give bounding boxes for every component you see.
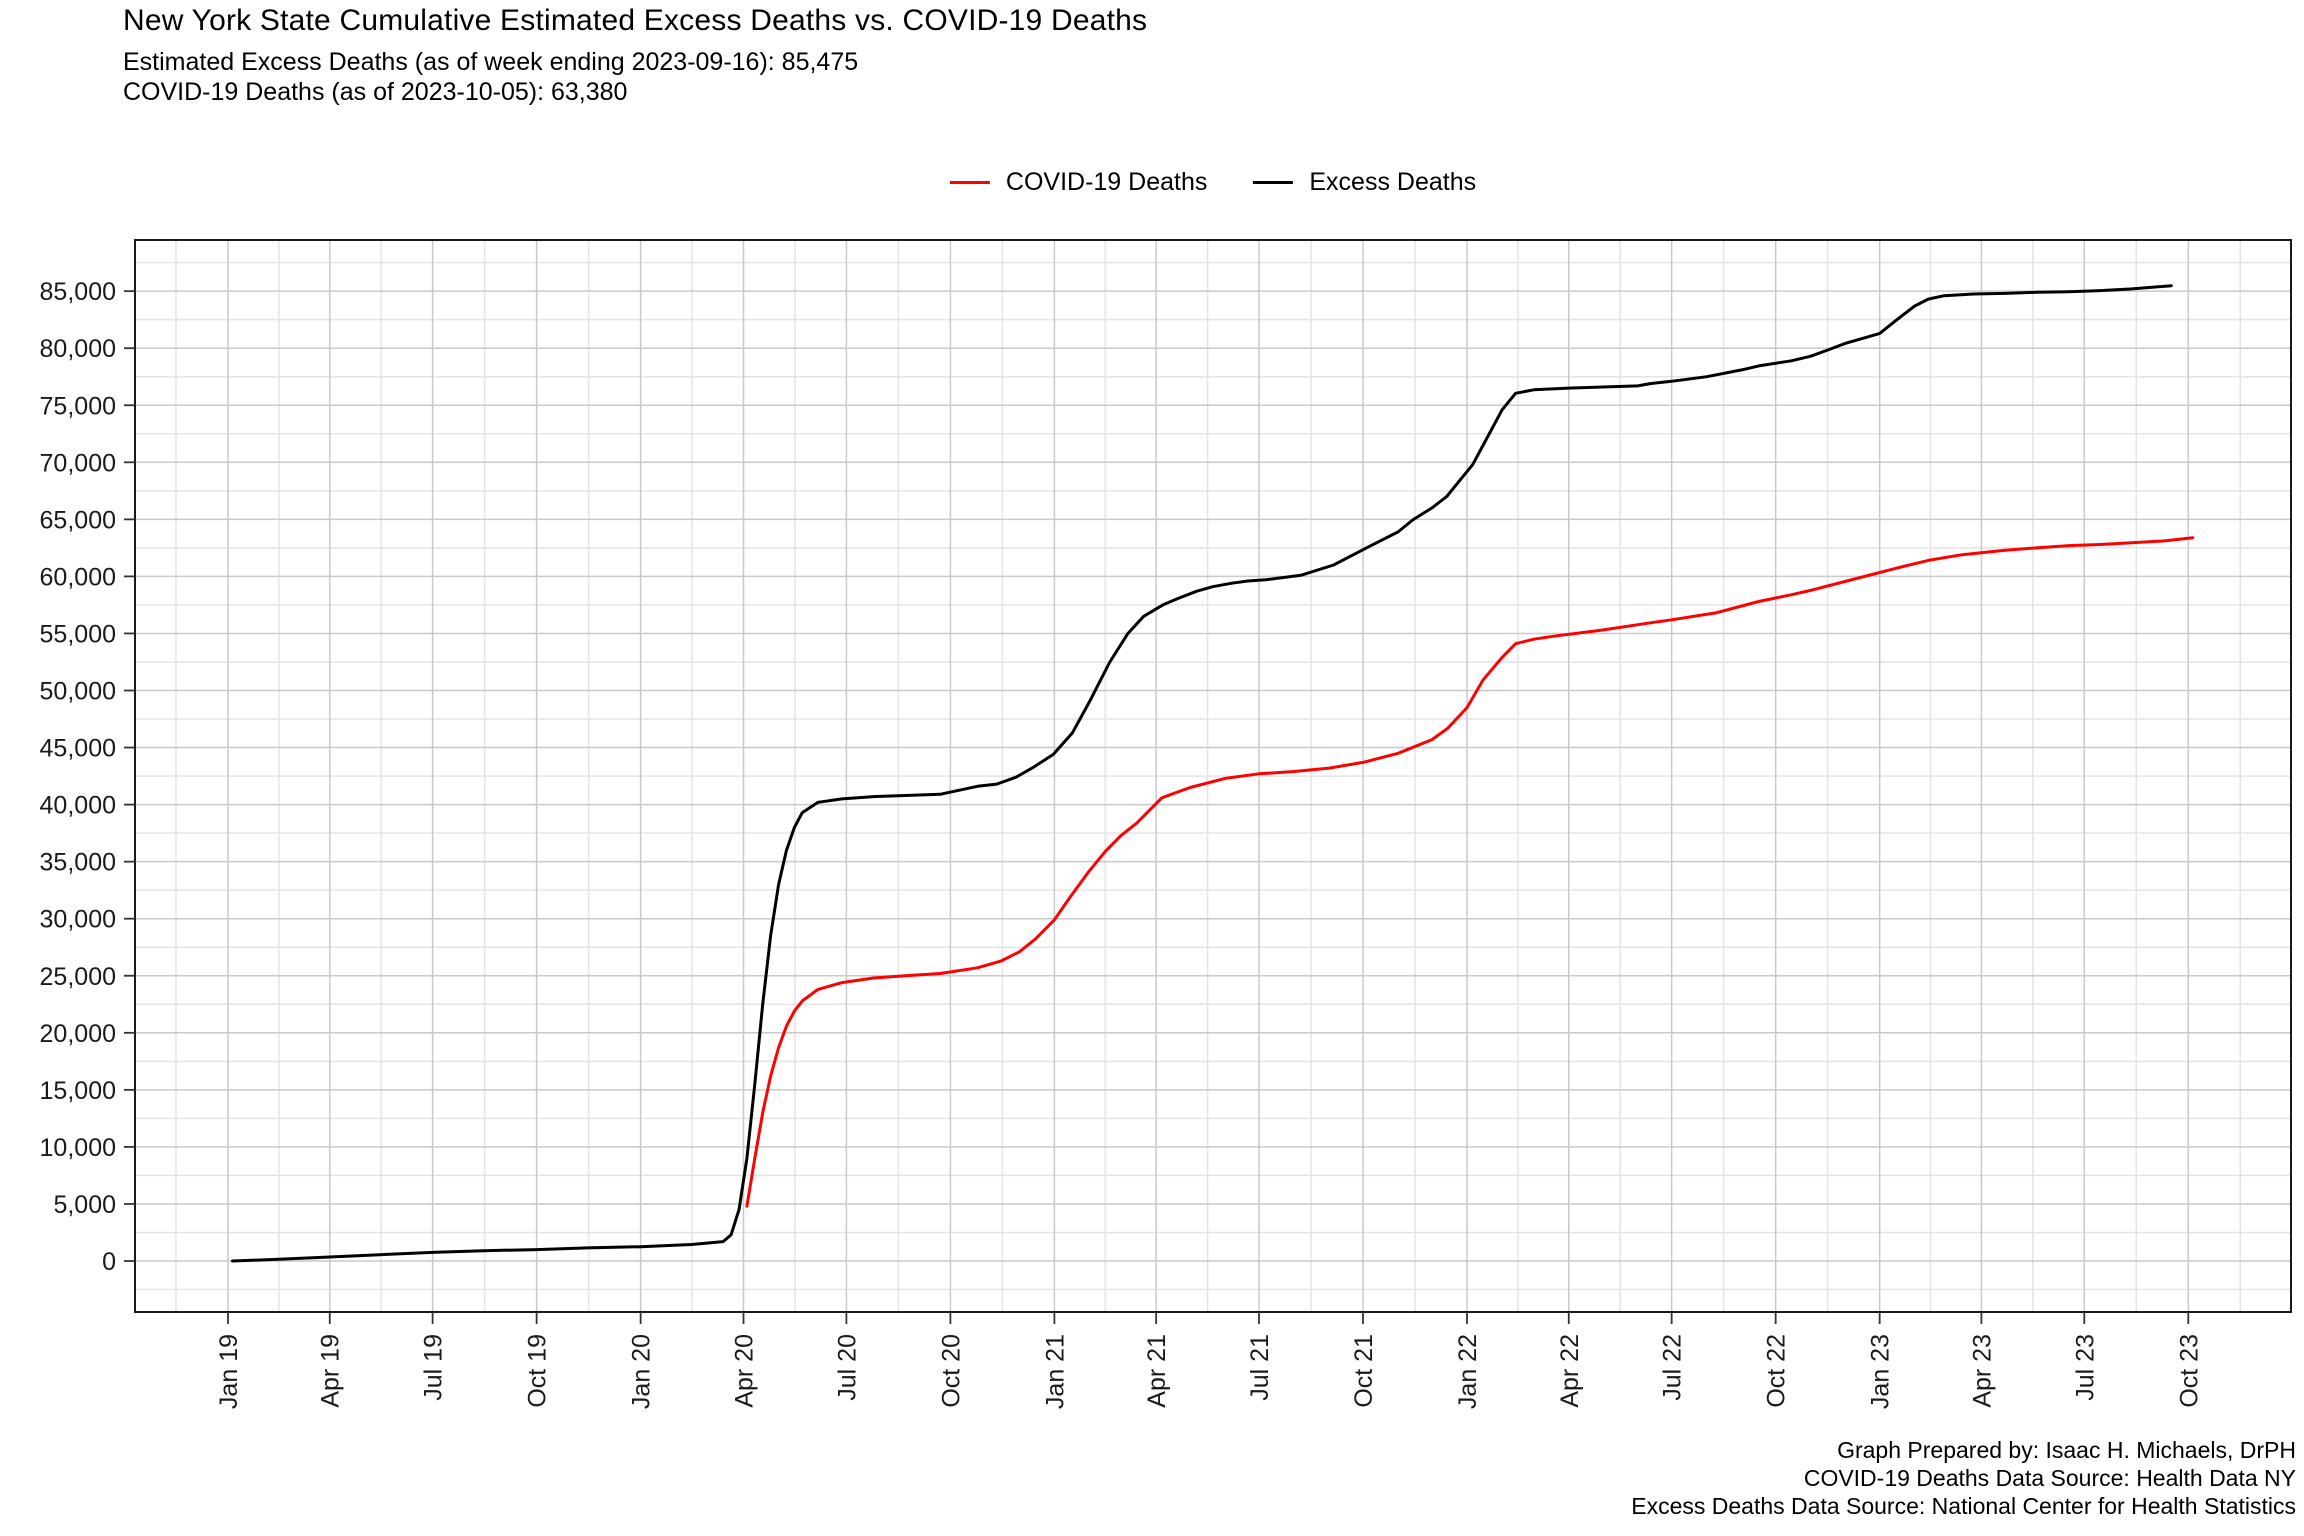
attribution-footer: Graph Prepared by: Isaac H. Michaels, Dr… [1631, 1436, 2296, 1520]
x-axis-label: Apr 20 [731, 1334, 759, 1408]
legend-item-excess: Excess Deaths [1253, 168, 1476, 197]
y-axis-label: 50,000 [40, 678, 116, 706]
y-axis-label: 60,000 [40, 563, 116, 591]
legend-item-covid: COVID-19 Deaths [949, 168, 1208, 197]
y-axis-label: 10,000 [40, 1134, 116, 1162]
legend-swatch-excess [1253, 181, 1294, 184]
x-axis-label: Apr 19 [317, 1334, 345, 1408]
x-axis-label: Apr 23 [1968, 1334, 1996, 1408]
excess-deaths-line [231, 284, 2173, 1263]
covid-deaths-line [745, 536, 2195, 1208]
legend-label-excess: Excess Deaths [1309, 168, 1477, 196]
chart-subtitle-excess: Estimated Excess Deaths (as of week endi… [123, 48, 859, 76]
footer-covid-source: COVID-19 Deaths Data Source: Health Data… [1803, 1465, 2296, 1491]
x-axis-label: Oct 20 [937, 1334, 965, 1408]
x-axis-label: Oct 19 [524, 1334, 552, 1408]
y-axis-label: 45,000 [40, 735, 116, 763]
y-axis-label: 65,000 [40, 506, 116, 534]
y-axis-label: 75,000 [40, 392, 116, 420]
chart-title: New York State Cumulative Estimated Exce… [123, 4, 1148, 37]
chart-subtitle-covid: COVID-19 Deaths (as of 2023-10-05): 63,3… [123, 78, 628, 106]
y-axis-label: 55,000 [40, 620, 116, 648]
x-axis-label: Oct 21 [1350, 1334, 1378, 1408]
panel-border [134, 239, 2292, 1313]
y-axis-label: 0 [102, 1248, 116, 1276]
footer-excess-source: Excess Deaths Data Source: National Cent… [1631, 1493, 2296, 1519]
x-axis-label: Jan 20 [628, 1334, 656, 1409]
y-axis-label: 20,000 [40, 1020, 116, 1048]
legend-label-covid: COVID-19 Deaths [1005, 168, 1208, 196]
y-axis-label: 40,000 [40, 792, 116, 820]
y-axis-label: 35,000 [40, 849, 116, 877]
chart-legend: COVID-19 Deaths Excess Deaths [949, 168, 1476, 197]
legend-swatch-covid [949, 181, 990, 184]
y-axis-label: 15,000 [40, 1077, 116, 1105]
x-axis-label: Oct 22 [1763, 1334, 1791, 1408]
x-axis-label: Jul 21 [1246, 1334, 1274, 1401]
x-axis-label: Apr 22 [1556, 1334, 1584, 1408]
x-axis-label: Jul 22 [1659, 1334, 1687, 1401]
x-axis-label: Jan 22 [1454, 1334, 1482, 1409]
y-axis-label: 30,000 [40, 906, 116, 934]
footer-prepared-by: Graph Prepared by: Isaac H. Michaels, Dr… [1837, 1437, 2296, 1463]
y-axis-label: 5,000 [53, 1191, 116, 1219]
x-axis-label: Jul 19 [420, 1334, 448, 1401]
y-axis-label: 70,000 [40, 449, 116, 477]
y-axis-label: 80,000 [40, 335, 116, 363]
x-axis-label: Jan 21 [1041, 1334, 1069, 1409]
x-axis-label: Jan 19 [215, 1334, 243, 1409]
x-axis-label: Jan 23 [1867, 1334, 1895, 1409]
x-axis-label: Jul 20 [833, 1334, 861, 1401]
x-axis-label: Oct 23 [2175, 1334, 2203, 1408]
x-axis-label: Apr 21 [1143, 1334, 1171, 1408]
x-axis-label: Jul 23 [2071, 1334, 2099, 1401]
y-axis-label: 25,000 [40, 963, 116, 991]
y-axis-label: 85,000 [40, 278, 116, 306]
